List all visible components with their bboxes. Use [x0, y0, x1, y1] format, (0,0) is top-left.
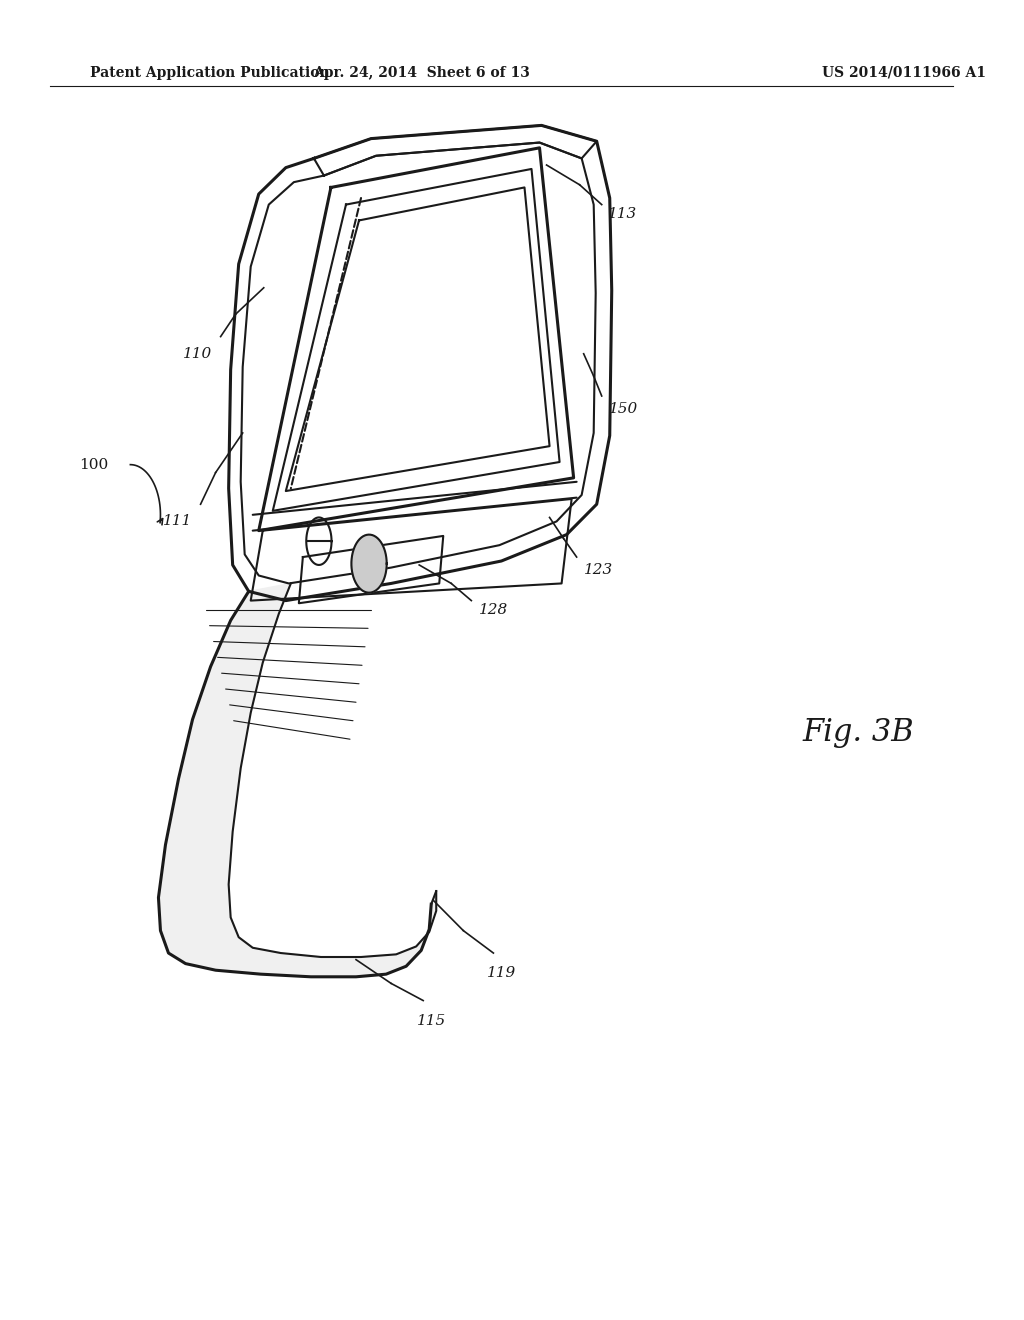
Text: Apr. 24, 2014  Sheet 6 of 13: Apr. 24, 2014 Sheet 6 of 13: [312, 66, 529, 79]
Text: Fig. 3B: Fig. 3B: [802, 717, 913, 748]
Text: 115: 115: [417, 1014, 445, 1028]
Text: 111: 111: [163, 515, 193, 528]
Text: Patent Application Publication: Patent Application Publication: [90, 66, 330, 79]
Text: US 2014/0111966 A1: US 2014/0111966 A1: [822, 66, 986, 79]
Polygon shape: [351, 535, 387, 593]
Text: 113: 113: [607, 207, 637, 220]
Text: 150: 150: [608, 403, 638, 416]
Text: 123: 123: [584, 564, 613, 577]
Polygon shape: [159, 583, 436, 977]
Text: 110: 110: [183, 347, 213, 360]
Text: 128: 128: [479, 603, 509, 616]
Text: 100: 100: [79, 458, 108, 471]
Text: 119: 119: [486, 966, 516, 981]
